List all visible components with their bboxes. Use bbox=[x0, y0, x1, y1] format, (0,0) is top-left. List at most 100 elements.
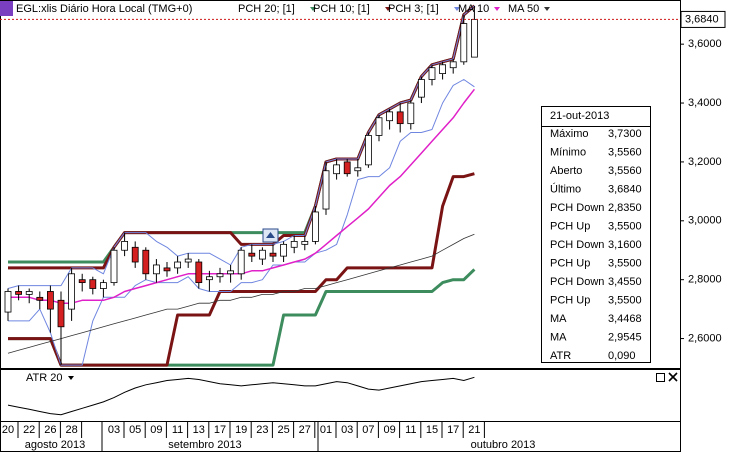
info-label: MA bbox=[550, 313, 567, 325]
maximize-button[interactable] bbox=[656, 373, 665, 382]
candle-body bbox=[237, 249, 245, 275]
x-tick-label: 19 bbox=[235, 424, 247, 436]
candle-body bbox=[417, 79, 425, 98]
x-tick-label: 22 bbox=[23, 424, 35, 436]
info-label: PCH Up bbox=[550, 294, 590, 306]
candle-body bbox=[280, 243, 288, 257]
x-tick-label: 07 bbox=[362, 424, 374, 436]
info-label: Mínimo bbox=[550, 146, 586, 158]
x-tick-label: 13 bbox=[193, 424, 205, 436]
close-button[interactable] bbox=[668, 372, 678, 382]
y-tick-label: 3,0000 bbox=[688, 215, 722, 227]
info-value: 0,090 bbox=[608, 350, 636, 362]
x-tick-label: 11 bbox=[172, 424, 183, 436]
info-value: 3,4550 bbox=[608, 276, 642, 288]
info-value: 3,4468 bbox=[608, 313, 642, 325]
candle-body bbox=[216, 273, 224, 278]
candle-body bbox=[428, 67, 436, 80]
x-tick-label: 09 bbox=[383, 424, 395, 436]
x-tick-label: 28 bbox=[65, 424, 77, 436]
atr-line bbox=[7, 376, 475, 416]
candle-body bbox=[78, 279, 86, 284]
info-label: PCH Up bbox=[550, 220, 590, 232]
info-label: Máximo bbox=[550, 128, 589, 140]
legend-entry: MA 50 bbox=[508, 3, 539, 15]
candle-body bbox=[57, 299, 65, 328]
candle-body bbox=[396, 111, 404, 125]
indicator-line bbox=[8, 172, 475, 367]
candle-body bbox=[269, 252, 277, 257]
candle-body bbox=[439, 64, 447, 74]
y-tick-label: 3,6000 bbox=[688, 38, 722, 50]
plot-area bbox=[4, 4, 478, 416]
y-tick-label: 2,8000 bbox=[688, 274, 722, 286]
candle-body bbox=[364, 135, 372, 166]
candle-body bbox=[375, 117, 383, 136]
candle-body bbox=[15, 291, 23, 295]
candle-body bbox=[470, 19, 478, 58]
x-tick-label: 21 bbox=[468, 424, 480, 436]
y-tick-label: 2,6000 bbox=[688, 332, 722, 344]
alert-arrow bbox=[266, 232, 275, 238]
x-tick-label: 05 bbox=[129, 424, 141, 436]
info-label: PCH Up bbox=[550, 257, 590, 269]
info-value: 3,6840 bbox=[608, 183, 642, 195]
info-value: 3,5500 bbox=[608, 220, 642, 232]
info-value: 3,5500 bbox=[608, 294, 642, 306]
candle-body bbox=[343, 161, 351, 175]
x-tick-label: 15 bbox=[426, 424, 438, 436]
info-label: Último bbox=[550, 182, 581, 195]
info-value: 3,7300 bbox=[608, 128, 642, 140]
candle-body bbox=[152, 264, 160, 275]
info-value: 3,5560 bbox=[608, 165, 642, 177]
candle-body bbox=[163, 267, 171, 272]
legend-menu-arrow bbox=[544, 7, 550, 11]
x-tick-label: 09 bbox=[150, 424, 162, 436]
legend-entry: PCH 3; [1] bbox=[388, 3, 439, 15]
candle-body bbox=[195, 261, 203, 284]
x-tick-label: 17 bbox=[214, 424, 226, 436]
candle-body bbox=[68, 273, 75, 310]
legend-menu-arrow bbox=[454, 7, 460, 11]
x-tick-label: 20 bbox=[2, 424, 14, 436]
candle-body bbox=[47, 291, 54, 310]
x-tick-label: 23 bbox=[256, 424, 268, 436]
info-box bbox=[541, 106, 651, 363]
candle-body bbox=[460, 23, 468, 63]
y-tick-label: 3,2000 bbox=[688, 156, 722, 168]
x-tick-label: 01 bbox=[320, 424, 332, 436]
info-label: PCH Down bbox=[550, 239, 604, 251]
x-tick-label: 03 bbox=[108, 424, 120, 436]
info-label: MA bbox=[550, 331, 567, 343]
candle-body bbox=[100, 282, 107, 289]
info-title: 21-out-2013 bbox=[550, 110, 609, 122]
info-value: 2,9545 bbox=[608, 331, 642, 343]
candle-body bbox=[248, 252, 256, 257]
candle-body bbox=[386, 111, 394, 122]
atr-menu-arrow bbox=[68, 376, 74, 380]
candle-body bbox=[89, 279, 97, 289]
info-value: 2,8350 bbox=[608, 202, 642, 214]
candle-body bbox=[311, 211, 319, 242]
last-price-label: 3,6840 bbox=[685, 13, 719, 25]
legend-menu-arrow bbox=[494, 7, 500, 11]
date-axis bbox=[0, 421, 681, 452]
candle-body bbox=[131, 246, 139, 263]
instrument-icon[interactable] bbox=[0, 1, 13, 16]
candle-body bbox=[25, 291, 33, 295]
info-label: ATR bbox=[550, 350, 571, 362]
info-value: 3,5500 bbox=[608, 257, 642, 269]
month-label: agosto 2013 bbox=[25, 439, 86, 451]
candle-body bbox=[184, 258, 192, 263]
y-tick-label: 3,4000 bbox=[688, 97, 722, 109]
legend-entry: PCH 10; [1] bbox=[313, 3, 370, 15]
candle-body bbox=[205, 276, 213, 281]
info-value: 3,5560 bbox=[608, 146, 642, 158]
legend-entry: PCH 20; [1] bbox=[238, 3, 295, 15]
candle-body bbox=[258, 249, 266, 260]
candle-body bbox=[449, 61, 457, 69]
x-tick-label: 27 bbox=[299, 424, 311, 436]
candle-body bbox=[36, 296, 44, 301]
x-tick-label: 26 bbox=[44, 424, 56, 436]
